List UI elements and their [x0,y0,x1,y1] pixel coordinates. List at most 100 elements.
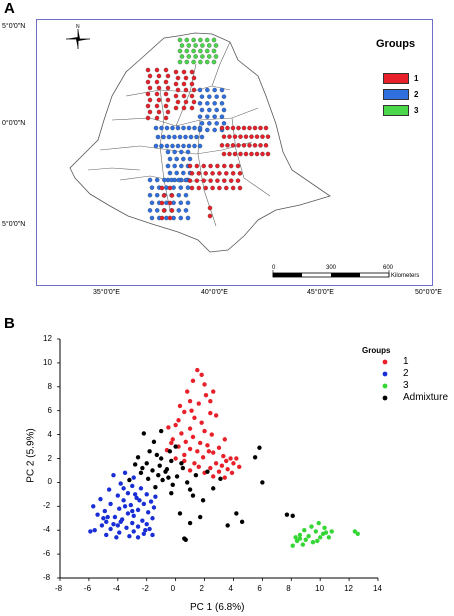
north-label: N [76,24,80,30]
scatter-point-group-2 [122,504,128,509]
map-sample-dot [222,163,227,169]
map-sample-dot [201,163,206,169]
map-sample-dot [181,69,187,75]
map-sample-dot [219,125,225,131]
map-sample-dot [197,143,203,149]
lat-label-bottom: 5°0'0"N [2,221,26,228]
map-sample-dot [145,91,151,97]
map-sample-dot [238,134,243,139]
map-sample-dot [221,94,227,99]
x-tick-label: 6 [257,584,262,593]
map-sample-dot [177,37,183,43]
scatter-point-group-1 [166,425,171,430]
scatter-point-group-2 [147,526,152,532]
map-sample-dot [191,37,196,43]
scatter-point-group-admixture [158,428,164,434]
scatter-point-group-admixture [205,469,210,474]
scatter-point-group-1 [234,456,239,461]
scatter-point-group-1 [211,389,216,394]
map-sample-dot [154,79,160,85]
scatter-point-group-2 [131,529,136,534]
map-sample-dot [145,103,151,109]
scatter-point-group-2 [137,498,142,503]
map-sample-dot [197,87,203,93]
map-sample-dot [236,125,241,131]
map-sample-dot [187,156,193,162]
scatter-point-group-1 [185,389,190,394]
map-sample-dot [181,170,186,176]
map-sample-dot [172,134,177,140]
map-sample-dot [177,59,183,65]
map-sample-dot [260,151,265,157]
scatter-point-group-1 [198,440,203,446]
scatter-point-group-1 [222,475,227,480]
map-sample-dot [178,200,184,206]
legend-label-2: 2 [403,368,409,379]
y-tick-label: 8 [47,381,52,391]
map-sample-dot [232,134,238,139]
map-sample-dot [173,69,179,75]
map-sample-dot [156,85,162,91]
scale-unit: Kilometers [391,273,420,279]
scatter-point-group-3 [294,538,300,544]
scatter-point-group-admixture [187,487,193,492]
scatter-point-group-1 [170,437,175,442]
scatter-point-group-1 [237,464,242,470]
map-legend-title: Groups [376,38,416,50]
scatter-point-group-admixture [166,475,171,480]
map-sample-dot [185,185,191,190]
map-sample-dot [207,107,212,113]
scatter-point-group-admixture [179,461,184,466]
map-sample-dot [197,101,203,106]
map-sample-dot [184,37,190,43]
scatter-point-group-2 [153,494,158,499]
scatter-point-group-2 [99,523,105,528]
map-sample-dot [247,125,252,131]
map-sample-dot [147,109,153,115]
map-sample-dot [154,67,160,73]
map-sample-dot [185,200,191,206]
scatter-point-group-1 [200,455,206,460]
map-sample-dot [207,213,213,219]
map-sample-dot [212,114,217,119]
x-tick-label: 0 [170,584,176,593]
map-sample-dot [199,107,205,113]
scatter-point-group-admixture [157,463,162,468]
map-sample-dot [230,143,236,148]
map-sample-dot [189,93,195,99]
map-sample-dot [212,87,217,93]
scatter-point-group-1 [216,469,222,474]
map-sample-dot [247,143,252,148]
scatter-point-group-1 [221,453,226,459]
map-sample-dot [201,178,206,183]
map-sample-dot [183,192,189,198]
scatter-point-group-3 [313,529,319,534]
map-legend-label-1: 1 [414,74,419,83]
map-sample-dot [205,127,210,133]
map-sample-dot [208,178,213,183]
scatter-point-group-3 [322,525,327,531]
map-sample-dot [230,125,236,131]
scatter-point-group-2 [144,522,149,527]
scatter-point-group-2 [134,495,139,501]
scatter-point-group-1 [208,465,213,471]
map-sample-dot [181,105,187,111]
scatter-point-group-2 [111,473,116,478]
map-sample-dot [175,75,181,81]
map-sample-dot [169,193,175,198]
map-sample-dot [197,114,203,119]
map-sample-dot [243,134,249,139]
scatter-point-group-3 [302,528,307,533]
scatter-point-group-3 [300,542,306,547]
y-tick-label: -6 [43,549,51,559]
scatter-point-group-admixture [140,465,145,471]
map-sample-dot [221,107,227,113]
scatter-point-group-admixture [160,477,165,483]
map-sample-dot [237,185,243,191]
scatter-point-group-1 [209,432,214,437]
scatter-point-group-1 [177,403,183,409]
scatter-point-group-1 [190,434,196,440]
scatter-point-group-2 [98,496,103,502]
scatter-point-group-admixture [154,452,160,458]
